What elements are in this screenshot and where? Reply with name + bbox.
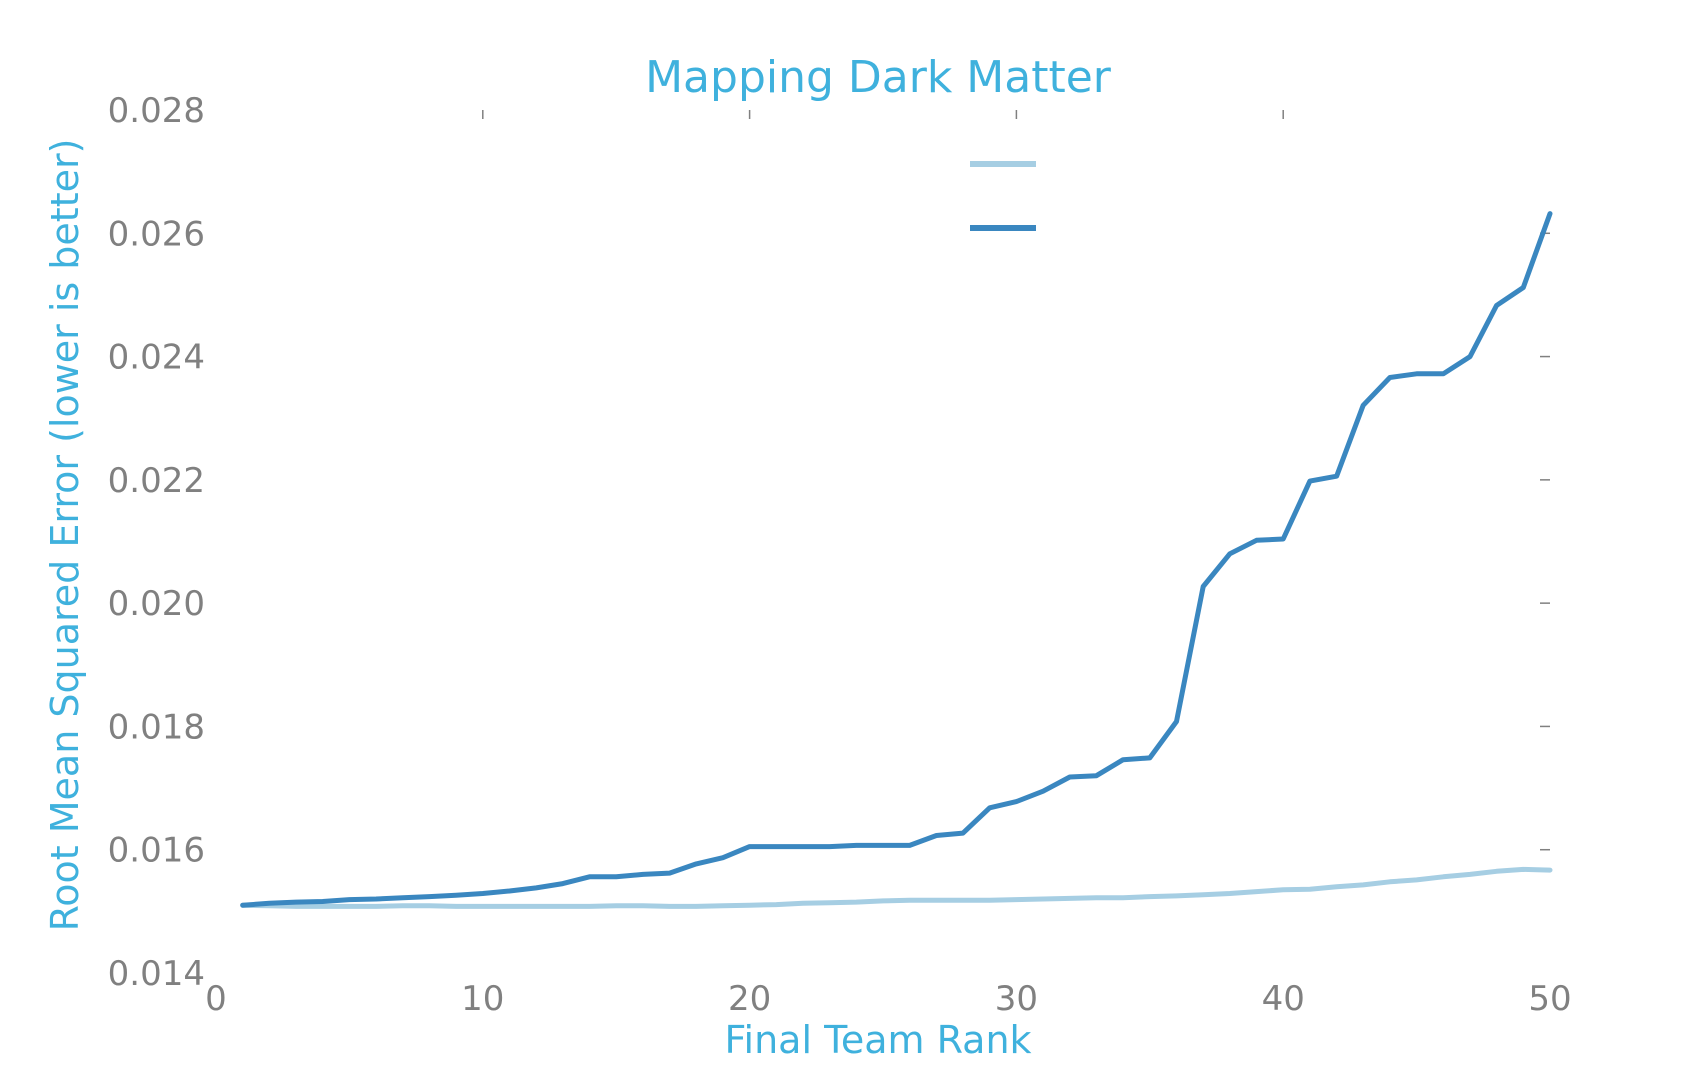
y-tick-label: 0.028 bbox=[108, 91, 205, 131]
x-tick-label: 20 bbox=[728, 979, 771, 1019]
x-tick-label: 10 bbox=[461, 979, 504, 1019]
axis-ticks: 0 10 20 30 40 50 0.014 0.016 0.018 0.020 0.022 0.02… bbox=[108, 91, 1572, 1019]
y-tick-label: 0.018 bbox=[108, 707, 205, 747]
y-tick-label: 0.024 bbox=[108, 338, 205, 378]
x-axis-label: Final Team Rank bbox=[724, 1018, 1031, 1062]
y-tick-label: 0.022 bbox=[108, 461, 205, 501]
y-tick-label: 0.014 bbox=[108, 954, 205, 994]
legend bbox=[970, 161, 1036, 231]
series-line-1 bbox=[240, 866, 1553, 909]
series-lines bbox=[240, 211, 1553, 909]
x-tick-label: 30 bbox=[995, 979, 1038, 1019]
x-tick-label: 50 bbox=[1528, 979, 1571, 1019]
y-axis-label: Root Mean Squared Error (lower is better… bbox=[43, 139, 87, 932]
x-tick-label: 0 bbox=[205, 979, 227, 1019]
x-tick-label: 40 bbox=[1262, 979, 1305, 1019]
y-tick-label: 0.020 bbox=[108, 584, 205, 624]
chart-title: Mapping Dark Matter bbox=[645, 52, 1112, 103]
y-tick-label: 0.026 bbox=[108, 214, 205, 254]
y-tick-label: 0.016 bbox=[108, 831, 205, 871]
series-line-2 bbox=[240, 211, 1553, 908]
